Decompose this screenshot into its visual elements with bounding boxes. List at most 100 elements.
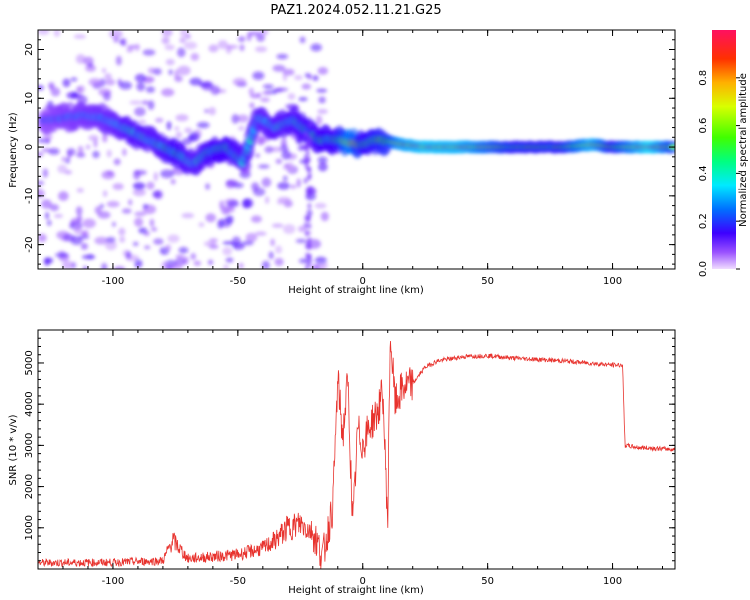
noise-blob [225,257,234,263]
noise-blob [85,144,91,150]
streak-blob [306,216,311,223]
noise-blob [136,81,146,92]
noise-blob [210,85,221,95]
noise-blob [111,221,116,227]
noise-blob [204,109,209,114]
colorbar-tick-label: 0.8 [698,70,709,86]
colorbar-gradient [712,30,736,269]
colorbar-tick-label: 0.4 [698,165,709,181]
noise-blob [276,53,289,60]
noise-blob [128,199,133,206]
noise-blob [268,251,274,260]
noise-blob [121,208,132,214]
y-tick-label: 2000 [24,474,35,499]
noise-blob [241,240,254,246]
y-tick-label: 1000 [24,515,35,540]
noise-blob [170,262,183,269]
noise-blob [134,211,147,217]
streak-blob [307,243,312,250]
noise-blob [317,156,328,164]
spectrogram-heatmap [38,30,675,269]
noise-blob [102,133,108,143]
noise-blob [78,235,90,240]
noise-blob [101,262,108,269]
noise-blob [178,246,189,254]
streak-blob [303,222,308,229]
noise-blob [118,227,126,236]
noise-blob [264,146,274,154]
noise-blob [76,188,84,193]
noise-blob [125,251,132,259]
noise-blob [260,97,270,103]
colorbar-tick-label: 0.2 [698,213,709,229]
noise-blob [270,146,283,153]
noise-blob [255,46,268,53]
noise-blob [284,163,289,169]
noise-blob [97,211,111,219]
noise-blob [181,212,195,219]
noise-blob [189,77,203,86]
noise-blob [153,238,164,245]
noise-blob [314,202,327,209]
noise-blob [185,34,191,40]
noise-blob [115,55,122,66]
noise-blob [155,117,164,123]
noise-blob [101,68,107,73]
noise-blob [62,233,76,242]
noise-blob [146,181,155,190]
noise-blob [241,198,251,209]
noise-blob [145,86,155,93]
noise-blob [261,90,272,96]
noise-blob [122,148,127,157]
noise-blob [256,135,266,145]
spectrogram-x-axis-label: Height of straight line (km) [288,285,424,296]
noise-blob [42,168,49,178]
noise-blob [314,256,327,265]
noise-blob [106,149,112,158]
noise-blob [38,151,44,157]
spectrogram-frame [37,29,676,270]
noise-blob [168,69,173,76]
noise-blob [134,217,144,227]
x-tick-label: -50 [230,576,246,587]
noise-blob [193,260,202,266]
noise-blob [106,200,120,208]
noise-blob [153,171,158,182]
noise-blob [66,148,76,156]
x-tick-label: 0 [360,576,366,587]
streak-blob [307,203,312,210]
noise-blob [135,43,140,52]
noise-blob [138,119,146,125]
noise-blob [222,241,236,246]
noise-blob [174,75,183,82]
noise-blob [310,43,322,52]
noise-blob [62,78,71,88]
noise-blob [296,178,302,188]
noise-blob [281,149,292,160]
noise-blob [248,31,261,36]
noise-blob [132,241,139,247]
noise-blob [70,217,81,225]
streak-blob [303,177,308,184]
noise-blob [255,153,261,158]
noise-blob [238,125,245,131]
noise-blob [38,30,50,36]
noise-blob [46,219,52,226]
noise-blob [49,204,59,212]
y-tick-label: 5000 [24,350,35,375]
noise-blob [132,188,146,197]
noise-blob [217,40,228,50]
noise-blob [179,37,187,44]
noise-blob [280,138,287,148]
x-tick-label: -100 [102,276,125,287]
noise-blob [177,65,191,76]
noise-blob [231,113,240,124]
noise-blob [73,225,83,235]
noise-blob [152,67,162,76]
noise-blob [167,234,180,243]
noise-blob [82,265,88,269]
noise-blob [77,145,84,156]
noise-blob [205,183,211,190]
